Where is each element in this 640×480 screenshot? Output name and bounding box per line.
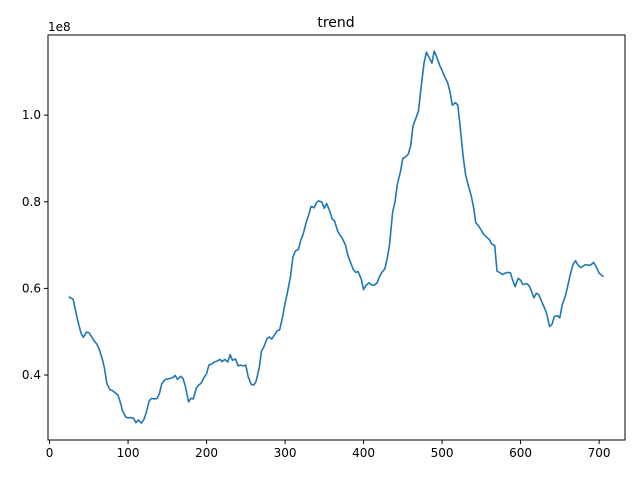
y-offset-label: 1e8 (48, 20, 71, 34)
y-tick-label: 0.4 (22, 368, 41, 382)
chart-title: trend (317, 15, 354, 31)
plot-area-frame (47, 34, 626, 441)
x-tick-label: 600 (509, 446, 532, 460)
ticks-layer: 0 100 200 300 400 500 600 700 0.4 0.6 0.8 1.0 (22, 108, 611, 460)
x-tick-label: 700 (588, 446, 611, 460)
x-tick-label: 300 (274, 446, 297, 460)
y-tick-label: 1.0 (22, 108, 41, 122)
x-tick-label: 0 (46, 446, 54, 460)
y-tick-label: 0.8 (22, 195, 41, 209)
line-layer (68, 50, 604, 424)
x-tick-label: 500 (431, 446, 454, 460)
series-line-trend (68, 50, 604, 424)
y-tick-label: 0.6 (22, 281, 41, 295)
x-tick-label: 400 (352, 446, 375, 460)
x-tick-label: 100 (117, 446, 140, 460)
x-tick-label: 200 (195, 446, 218, 460)
